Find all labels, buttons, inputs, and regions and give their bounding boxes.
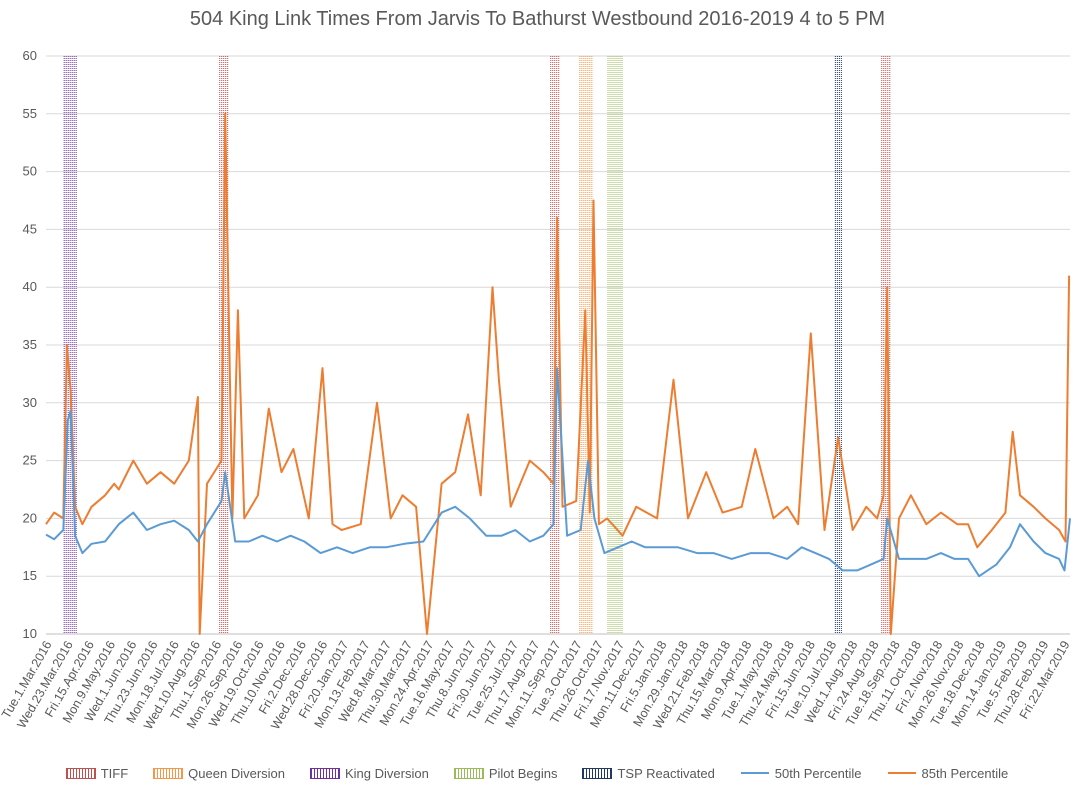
legend-swatch: [310, 767, 340, 779]
legend-item-85th-percentile: 85th Percentile: [887, 765, 1009, 781]
event-bands: [63, 56, 891, 634]
x-axis-ticks: Tue.1.Mar.2016Wed.23.Mar.2016Fri.15.Apr.…: [0, 638, 1073, 732]
legend-swatch: [887, 772, 916, 774]
legend-item-pilot-begins: Pilot Begins: [453, 765, 558, 781]
legend-label: Queen Diversion: [188, 765, 285, 781]
legend-swatch: [65, 767, 96, 779]
event-band-pilot-begins: [607, 56, 623, 634]
y-tick-label: 35: [23, 337, 37, 352]
legend-label: 85th Percentile: [921, 765, 1009, 781]
legend-label: 50th Percentile: [774, 765, 862, 781]
y-tick-label: 10: [23, 626, 37, 641]
legend-label: Pilot Begins: [488, 765, 558, 781]
y-tick-label: 50: [23, 164, 37, 179]
legend-label: TSP Reactivated: [617, 765, 715, 781]
legend-swatch: [153, 767, 184, 779]
series-line-85th-percentile: [45, 112, 1071, 635]
legend-item-50th-percentile: 50th Percentile: [740, 765, 862, 781]
y-tick-label: 25: [23, 453, 37, 468]
y-tick-label: 20: [23, 510, 37, 525]
legend-label: TIFF: [100, 765, 129, 781]
series-line-50th-percentile: [45, 367, 1071, 578]
legend-item-queen-diversion: Queen Diversion: [153, 765, 285, 781]
legend-swatch: [453, 767, 484, 779]
legend: TIFF Queen Diversion King Diversion Pilo…: [0, 763, 1075, 783]
legend-swatch: [740, 772, 769, 774]
legend-item-tiff: TIFF: [65, 765, 129, 781]
legend-item-tsp-reactivated: TSP Reactivated: [582, 765, 715, 781]
legend-label: King Diversion: [345, 765, 429, 781]
y-tick-label: 45: [23, 221, 37, 236]
series-lines: [45, 112, 1071, 635]
legend-item-king-diversion: King Diversion: [310, 765, 429, 781]
chart-title: 504 King Link Times From Jarvis To Bathu…: [189, 8, 886, 30]
y-tick-label: 15: [23, 568, 37, 583]
y-tick-label: 55: [23, 106, 37, 121]
legend-swatch: [582, 767, 613, 779]
y-axis-ticks: 10 15 20 25 30 35 40 45 50 55 60: [23, 48, 37, 641]
y-tick-label: 60: [23, 48, 37, 63]
line-chart: 10 15 20 25 30 35 40 45 50 55 60 Tue.1.Mar.2016Wed…: [0, 48, 1073, 732]
y-tick-label: 40: [23, 279, 37, 294]
y-tick-label: 30: [23, 395, 37, 410]
event-band-tsp-reactivated: [834, 56, 842, 634]
